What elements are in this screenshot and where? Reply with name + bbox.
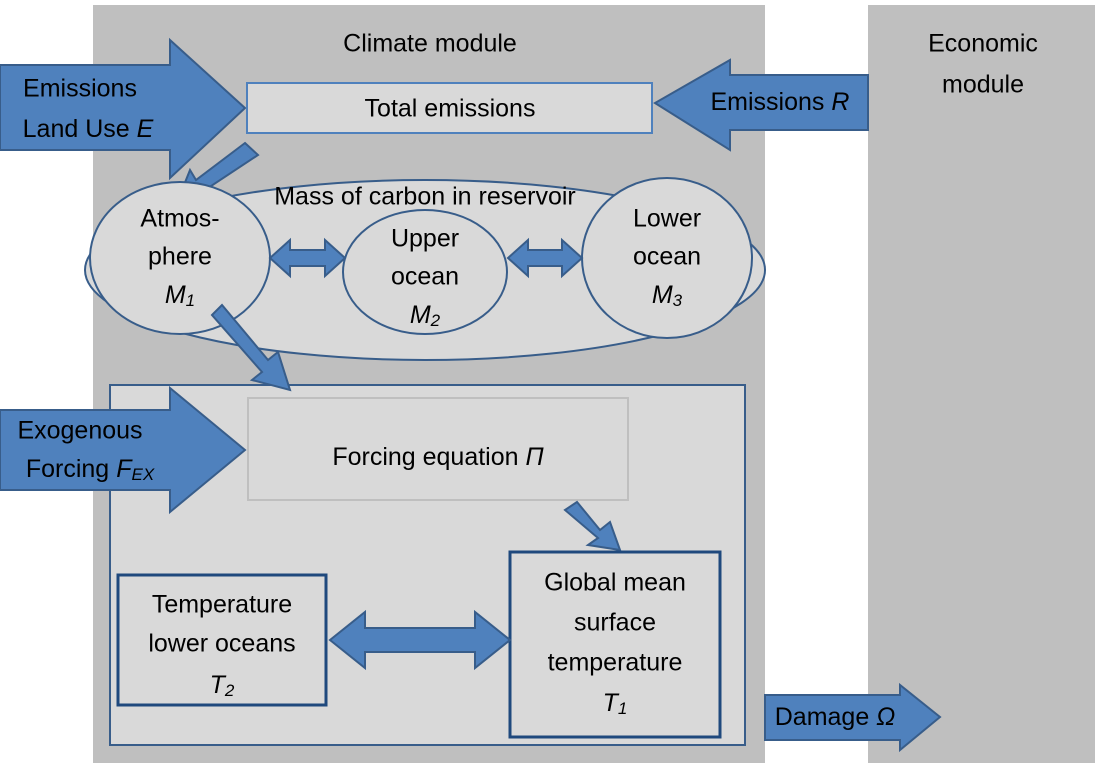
node-label: M1 — [165, 281, 195, 311]
land-use-label: Emissions — [23, 75, 137, 103]
double-arrow — [328, 609, 512, 671]
economic-module-panel — [868, 5, 1095, 763]
land-use-label: Land Use E — [23, 115, 154, 143]
node-label: Upper — [391, 225, 459, 253]
total-emissions-label: Total emissions — [365, 95, 536, 123]
node-label: Global mean — [544, 569, 686, 597]
economic-module-title: module — [942, 71, 1024, 99]
land-use-arrow — [0, 37, 247, 181]
global-mean-box — [508, 550, 722, 739]
damage-label: Damage Ω — [775, 703, 896, 731]
node-label: ocean — [633, 243, 701, 271]
node-label: Lower — [633, 205, 701, 233]
node-label: M2 — [410, 301, 441, 331]
node-label: T1 — [603, 689, 628, 719]
damage-arrow — [764, 682, 942, 753]
total-emissions-box — [246, 82, 653, 134]
flow-arrow — [210, 303, 292, 392]
economic-module-title: Economic — [928, 30, 1038, 58]
climate-module-title: Climate module — [343, 30, 517, 58]
forcing-box — [247, 397, 629, 501]
forcing-label: Forcing equation Π — [332, 443, 544, 471]
upper-ocean-node — [342, 209, 508, 335]
node-label: ocean — [391, 263, 459, 291]
exogenous-label: Forcing FEX — [26, 455, 155, 485]
emissions-r-label: Emissions R — [711, 88, 850, 116]
node-label: M3 — [652, 281, 683, 311]
node-label: lower oceans — [148, 630, 295, 658]
node-label: phere — [148, 243, 212, 271]
double-arrow — [506, 237, 584, 279]
emissions-r-arrow — [653, 58, 869, 152]
exogenous-label: Exogenous — [17, 417, 142, 445]
node-label: surface — [574, 609, 656, 637]
node-label: temperature — [548, 649, 683, 677]
reservoir-title: Mass of carbon in reservoir — [274, 183, 576, 211]
node-label: T2 — [210, 671, 235, 701]
temperature-lower-box — [116, 573, 328, 707]
flow-arrow — [563, 500, 622, 552]
exogenous-arrow — [0, 385, 247, 515]
node-label: Temperature — [152, 591, 292, 619]
node-label: Atmos- — [140, 205, 219, 233]
double-arrow — [268, 237, 347, 279]
